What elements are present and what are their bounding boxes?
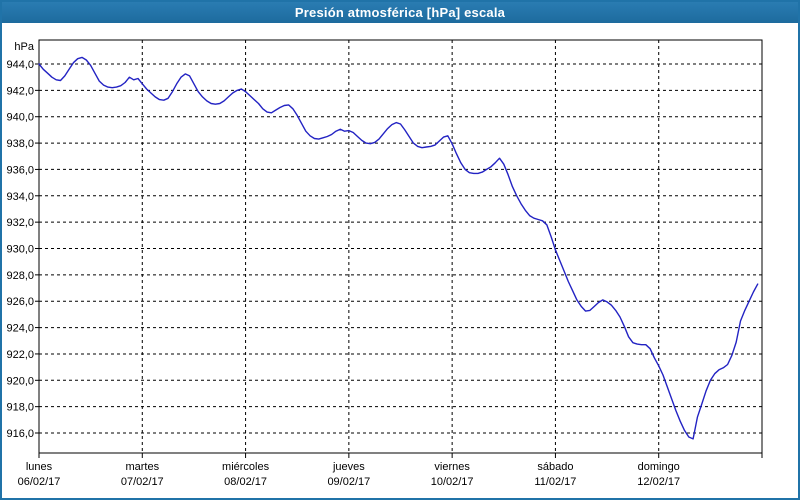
day-name-label: sábado: [537, 461, 573, 473]
day-date-label: 07/02/17: [121, 476, 164, 488]
title-bar: Presión atmosférica [hPa] escala: [2, 2, 798, 23]
y-tick-label: 924,0: [6, 323, 34, 335]
y-tick-label: 944,0: [6, 59, 34, 71]
day-date-label: 09/02/17: [327, 476, 370, 488]
y-tick-label: 928,0: [6, 270, 34, 282]
day-name-label: viernes: [434, 461, 470, 473]
y-tick-label: 940,0: [6, 112, 34, 124]
day-name-label: lunes: [26, 461, 53, 473]
plot-border: [38, 39, 763, 454]
y-tick-label: 936,0: [6, 164, 34, 176]
y-tick-label: 922,0: [6, 349, 34, 361]
y-tick-label: 920,0: [6, 375, 34, 387]
day-date-label: 11/02/17: [534, 476, 576, 488]
y-tick-label: 930,0: [6, 244, 34, 256]
pressure-series-line: [38, 56, 759, 440]
day-name-label: martes: [125, 461, 159, 473]
y-tick-label: 942,0: [6, 85, 34, 97]
day-name-label: miércoles: [222, 461, 270, 473]
day-name-label: jueves: [332, 461, 365, 473]
y-tick-label: 918,0: [6, 402, 34, 414]
chart-title: Presión atmosférica [hPa] escala: [294, 5, 506, 20]
day-date-label: 12/02/17: [637, 476, 680, 488]
day-date-label: 08/02/17: [224, 476, 267, 488]
y-tick-label: 932,0: [6, 217, 34, 229]
y-tick-label: 938,0: [6, 138, 34, 150]
y-tick-label: 934,0: [6, 191, 34, 203]
y-axis-unit-label: hPa: [14, 41, 34, 53]
day-name-label: domingo: [638, 461, 680, 473]
day-date-label: 06/02/17: [18, 476, 61, 488]
day-date-label: 10/02/17: [431, 476, 474, 488]
y-tick-label: 916,0: [6, 428, 34, 440]
y-tick-label: 926,0: [6, 296, 34, 308]
